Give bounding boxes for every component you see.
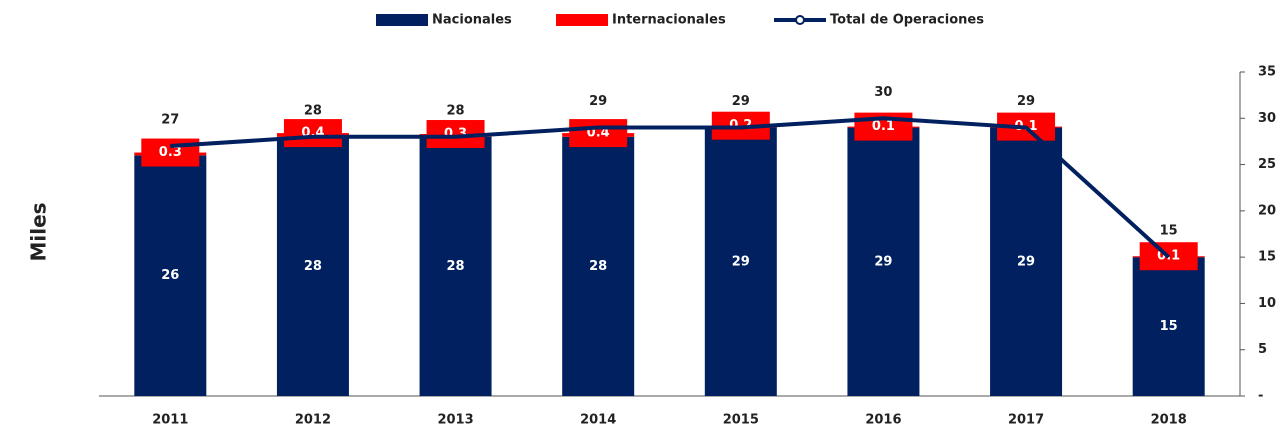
data-label: 30 [874,85,892,100]
legend-label: Nacionales [432,13,512,28]
data-label-box [283,119,342,148]
x-tick-label: 2013 [437,413,473,428]
data-label: 0.3 [159,145,182,160]
data-label: 26 [161,268,179,283]
data-label: 29 [732,254,750,269]
data-label: 29 [1017,94,1035,109]
data-label: 29 [732,94,750,109]
data-label: 28 [304,259,322,274]
legend-label: Internacionales [612,13,726,28]
x-tick-label: 2017 [1008,413,1044,428]
y-tick-label: 35 [1258,65,1276,80]
y-tick-label: 15 [1258,250,1276,265]
x-tick-label: 2011 [152,413,188,428]
data-label: 28 [589,259,607,274]
bar-segment [134,155,207,396]
bar-segment [704,127,777,397]
bar-segment [1132,257,1205,396]
data-label-box [569,119,628,148]
data-label: 29 [1017,254,1035,269]
data-label: 27 [161,113,179,128]
line-series [170,116,1171,259]
y-axis-label: Miles [27,202,51,261]
legend-marker [795,15,805,25]
x-tick-label: 2018 [1151,413,1187,428]
data-label: 15 [1160,319,1178,334]
legend-swatch [376,14,428,26]
data-label: 29 [874,254,892,269]
data-label: 28 [447,103,465,118]
x-tick-label: 2012 [295,413,331,428]
y-tick-label: - [1258,389,1263,404]
bar-segment [990,127,1063,397]
bar-segment [847,127,920,397]
y-tick-label: 10 [1258,296,1276,311]
data-label: 0.3 [444,127,467,142]
x-tick-label: 2015 [723,413,759,428]
data-label: 28 [304,103,322,118]
legend-label: Total de Operaciones [830,13,984,28]
bar-segment [419,136,492,397]
bar-segment [562,136,635,397]
data-label: 0.1 [872,119,895,134]
y-tick-label: 25 [1258,157,1276,172]
y-tick-label: 5 [1258,342,1267,357]
data-label: 15 [1160,224,1178,239]
data-label: 28 [447,259,465,274]
legend-swatch [556,14,608,26]
data-label: 29 [589,94,607,109]
x-tick-label: 2016 [865,413,901,428]
bar-segment [276,136,349,397]
x-tick-label: 2014 [580,413,616,428]
y-tick-label: 20 [1258,203,1276,218]
y-tick-label: 30 [1258,111,1276,126]
